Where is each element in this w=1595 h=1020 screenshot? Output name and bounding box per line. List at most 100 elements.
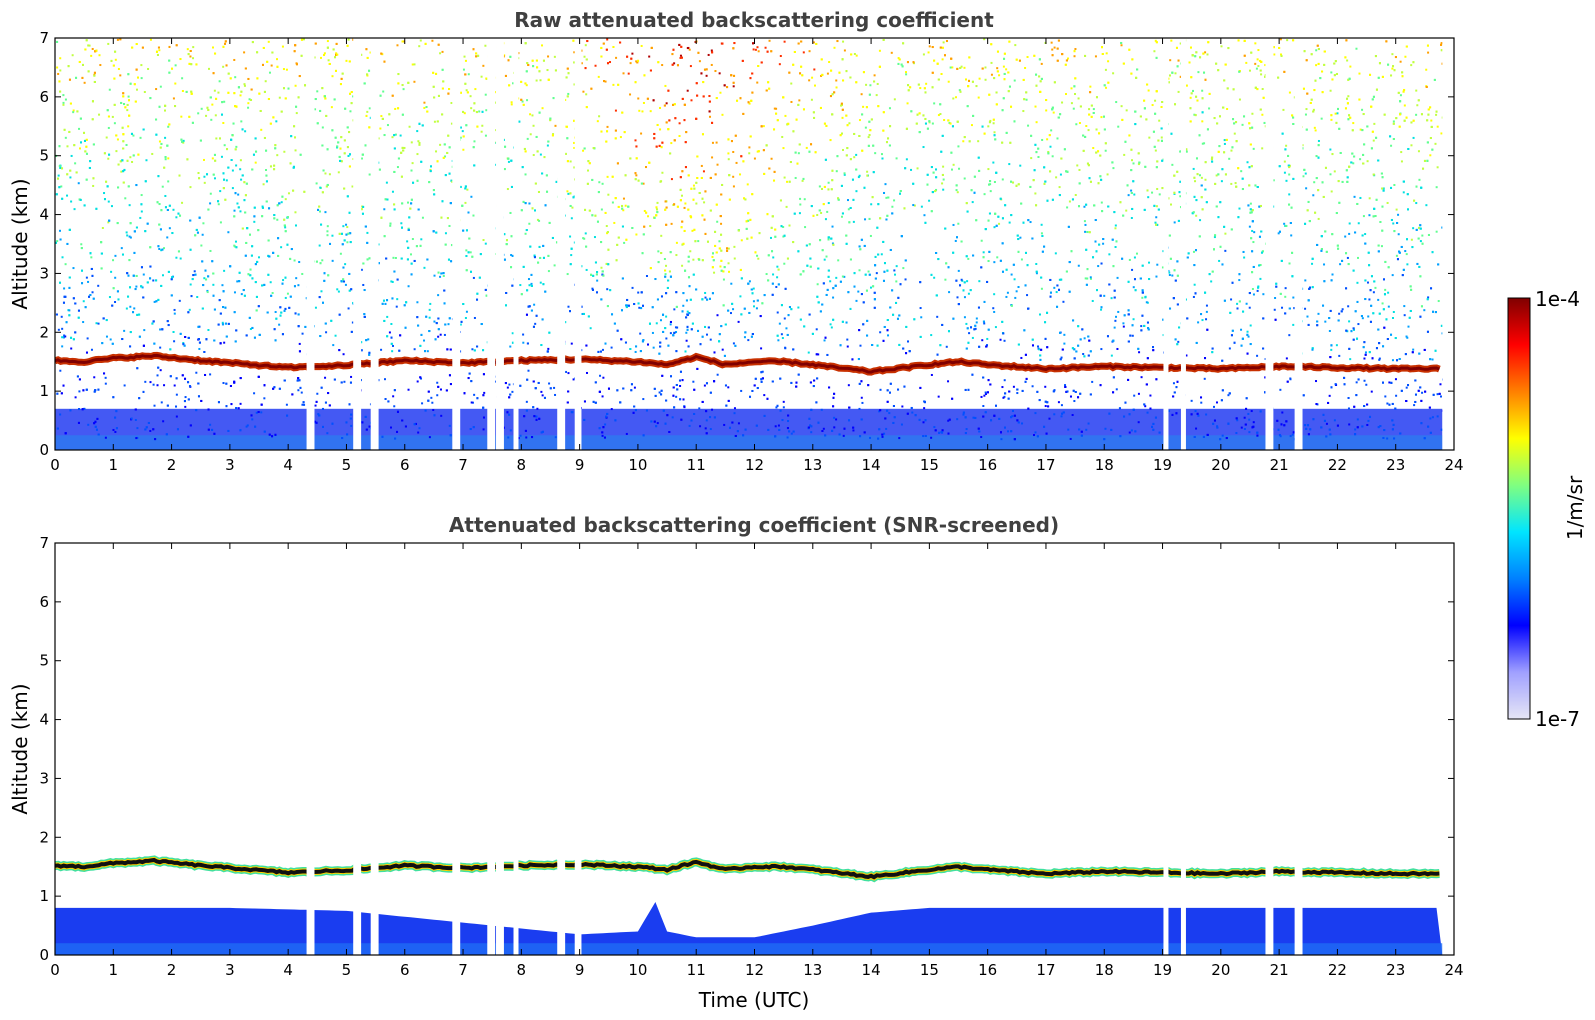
noise-dot (1088, 108, 1091, 111)
noise-dot (781, 337, 784, 340)
noise-dot (700, 164, 703, 167)
noise-dot (729, 312, 732, 315)
noise-dot (278, 96, 281, 99)
noise-dot (1040, 287, 1043, 290)
noise-dot (274, 311, 277, 314)
noise-dot (832, 296, 835, 299)
noise-dot (1224, 232, 1227, 235)
noise-dot (692, 258, 695, 261)
noise-dot (1400, 151, 1403, 154)
noise-dot (859, 344, 862, 347)
noise-dot (1026, 56, 1029, 59)
noise-dot (184, 396, 187, 399)
noise-dot (506, 188, 509, 191)
noise-dot (59, 369, 62, 372)
noise-dot (391, 136, 394, 139)
noise-dot (167, 125, 170, 128)
noise-dot (124, 197, 127, 200)
noise-dot (713, 271, 716, 274)
noise-dot (1151, 191, 1154, 194)
noise-dot (1114, 319, 1117, 322)
noise-dot (153, 404, 156, 407)
noise-dot (757, 257, 760, 260)
noise-dot (1386, 437, 1389, 440)
noise-dot (351, 321, 354, 324)
noise-dot (1068, 200, 1071, 203)
noise-dot (1329, 173, 1332, 176)
noise-dot (127, 95, 130, 98)
noise-dot (885, 196, 888, 199)
noise-dot (247, 102, 250, 105)
noise-dot (775, 406, 778, 409)
noise-dot (1120, 105, 1123, 108)
noise-dot (1133, 193, 1136, 196)
noise-dot (1248, 431, 1251, 434)
noise-dot (1283, 171, 1286, 174)
noise-dot (1292, 323, 1295, 326)
noise-dot (920, 205, 923, 208)
noise-dot (847, 208, 850, 211)
noise-dot (966, 280, 969, 283)
noise-dot (1412, 227, 1415, 230)
noise-dot (1130, 216, 1133, 219)
noise-dot (867, 136, 870, 139)
noise-dot (1427, 296, 1430, 299)
noise-dot (827, 181, 830, 184)
noise-dot (193, 270, 196, 273)
noise-dot (919, 87, 922, 90)
noise-dot (823, 339, 826, 342)
noise-dot (115, 150, 118, 153)
noise-dot (1113, 326, 1116, 329)
noise-dot (1380, 245, 1383, 248)
noise-dot (1312, 108, 1315, 111)
noise-dot (1304, 307, 1307, 310)
noise-dot (1317, 312, 1320, 315)
noise-dot (975, 321, 978, 324)
noise-dot (525, 400, 528, 403)
noise-dot (769, 236, 772, 239)
noise-dot (126, 234, 129, 237)
noise-dot (1234, 182, 1237, 185)
noise-dot (664, 84, 667, 87)
noise-dot (1374, 286, 1377, 289)
noise-dot (1324, 320, 1327, 323)
noise-dot (1147, 196, 1150, 199)
noise-dot (955, 189, 958, 192)
noise-dot (756, 254, 759, 257)
noise-dot (960, 278, 963, 281)
noise-dot (1415, 202, 1418, 205)
noise-dot (131, 160, 134, 163)
noise-dot (1355, 381, 1358, 384)
noise-dot (593, 236, 596, 239)
noise-dot (1400, 160, 1403, 163)
noise-dot (1341, 308, 1344, 311)
noise-dot (942, 165, 945, 168)
noise-dot (466, 188, 469, 191)
noise-dot (665, 264, 668, 267)
noise-dot (284, 296, 287, 299)
noise-dot (980, 239, 983, 242)
noise-dot (1311, 262, 1314, 265)
noise-dot (1362, 215, 1365, 218)
noise-dot (965, 428, 968, 431)
noise-dot (526, 137, 529, 140)
noise-dot (380, 348, 383, 351)
noise-dot (1248, 418, 1251, 421)
noise-dot (245, 425, 248, 428)
noise-dot (1394, 378, 1397, 381)
noise-dot (716, 220, 719, 223)
noise-dot (57, 328, 60, 331)
noise-dot (235, 164, 238, 167)
noise-dot (1177, 340, 1180, 343)
noise-dot (842, 40, 845, 43)
noise-dot (69, 176, 72, 179)
noise-dot (1410, 64, 1413, 67)
noise-dot (195, 371, 198, 374)
noise-dot (538, 219, 541, 222)
noise-dot (314, 404, 317, 407)
noise-dot (974, 327, 977, 330)
noise-dot (108, 88, 111, 91)
noise-dot (782, 226, 785, 229)
noise-dot (705, 74, 708, 77)
noise-dot (301, 272, 304, 275)
